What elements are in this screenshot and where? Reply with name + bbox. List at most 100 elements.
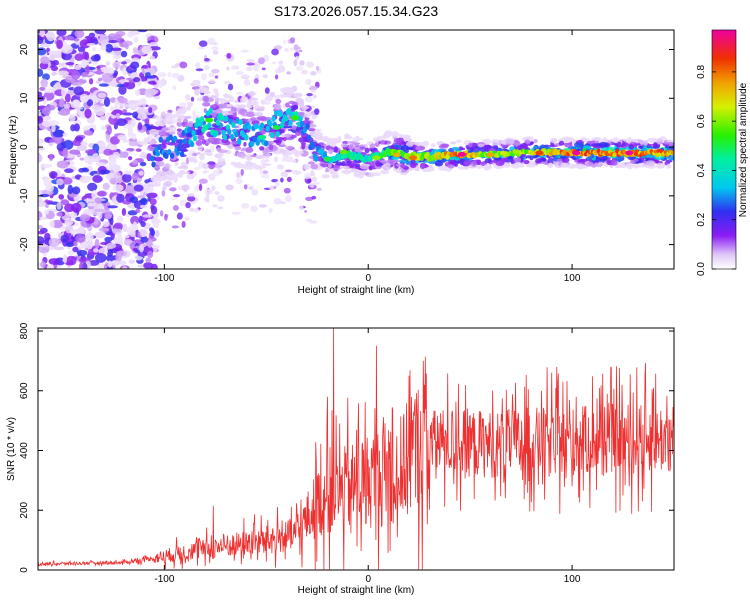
spectrogram-cell [233, 162, 239, 168]
spectrogram-cell [198, 148, 203, 152]
spectrogram-cell [313, 131, 324, 138]
spectrogram-cell [282, 125, 293, 129]
spectrogram-cell [493, 145, 499, 150]
spectrogram-cell [201, 73, 207, 81]
spectrogram-cell [70, 202, 82, 213]
spectrogram-cell [430, 143, 436, 147]
spectrogram-cell [174, 162, 179, 166]
spectrogram-cell [420, 141, 429, 148]
spectrogram-cell [86, 99, 94, 107]
spectrogram-cell [72, 139, 83, 146]
spectrogram-cell [240, 168, 244, 176]
spectrogram-cell [39, 43, 51, 48]
spectrogram-cell [133, 184, 144, 192]
snr-x-ticks: -100 0 100 [154, 328, 581, 585]
spectrogram-cell [137, 30, 148, 33]
spectrogram-cell [523, 159, 530, 165]
spectrogram-cell [155, 115, 163, 122]
spectrogram-cell [460, 147, 466, 151]
spectrogram-cell [236, 91, 244, 95]
snr-panel: -100 0 100 0 200 400 600 800 Height of straigh… [6, 322, 675, 596]
spectrogram-cell [375, 160, 380, 167]
snr-y-ticks: 0 200 400 600 800 [19, 322, 674, 573]
spectrogram-cell [245, 111, 256, 118]
spectrogram-cell [355, 163, 361, 168]
spectrogram-cell [253, 111, 264, 115]
spectrogram-cell [358, 170, 367, 174]
spectrogram-cell [278, 111, 283, 118]
spectrogram-cell [153, 84, 159, 89]
spectrogram-cell [172, 85, 177, 90]
spectrogram-cell [225, 124, 230, 131]
spectrogram-cell [543, 144, 550, 148]
spectrogram-cell [305, 113, 313, 117]
spectrogram-cell [231, 211, 241, 215]
spectrogram-cell [187, 127, 192, 134]
colorbar-tick-label: 0.2 [696, 212, 707, 226]
spectrogram-cell [185, 94, 191, 101]
spectrogram-cell [112, 49, 122, 60]
spectrogram-cell [258, 204, 268, 208]
spectrogram-cell [535, 158, 542, 164]
spectrogram-cell [264, 87, 270, 94]
spectrogram-cell [175, 149, 181, 156]
spectrogram-cell [215, 119, 220, 126]
spectrogram-cell [227, 83, 234, 91]
spectrogram-cell [567, 163, 576, 169]
spectrogram-cell [671, 157, 674, 161]
spectrogram-cell [97, 191, 107, 197]
spectrogram-cell [295, 55, 300, 61]
spectrogram-cell [487, 158, 492, 162]
spectrogram-cell [609, 138, 614, 142]
spectrogram-cell [91, 104, 101, 111]
spectrogram-cell [219, 114, 225, 121]
spectrogram-cell [172, 135, 178, 142]
spectrogram-cell [99, 34, 110, 45]
spectrogram-cell [598, 141, 608, 148]
spectrogram-cell [218, 169, 223, 174]
spectrogram-cell [483, 144, 492, 150]
spectrogram-cell [219, 98, 224, 104]
spectrogram-cell [155, 129, 162, 133]
spectrogram-cell [193, 167, 201, 170]
spectrogram-cell [390, 159, 400, 163]
spectrogram-cell [289, 37, 296, 44]
spectrogram-cell [173, 177, 178, 183]
spectrogram-cell [198, 178, 208, 184]
spectrogram-cell [636, 143, 641, 146]
spectrogram-cell [116, 193, 125, 203]
spectrogram-cell [104, 212, 113, 220]
spectrogram-cell [511, 163, 521, 169]
spectrogram-cell [670, 150, 674, 155]
spectrogram-cell [107, 260, 113, 268]
spectrogram-cell [73, 197, 80, 202]
spectrogram-cell [495, 160, 505, 167]
spectrogram-cell [87, 182, 98, 192]
spectrogram-cell [188, 207, 195, 212]
spectrogram-cell [185, 157, 190, 165]
spectrogram-cell [147, 192, 158, 199]
spectrogram-cell [310, 71, 317, 76]
spectrogram-cell [277, 66, 282, 73]
spectrogram-cell [161, 189, 166, 197]
spectrogram-cell [340, 143, 349, 148]
spectrogram-cell [285, 169, 292, 173]
spectrogram-cell [85, 149, 97, 155]
spectrogram-cell [246, 124, 252, 131]
spectrogram-cell [40, 163, 53, 168]
spectrogram-cell [245, 66, 253, 72]
spectrogram-cell [212, 204, 218, 208]
spectrogram-cell [150, 140, 158, 144]
spectrogram-cell [149, 55, 156, 60]
spectrogram-cell [130, 117, 136, 128]
spectrogram-cell [88, 259, 100, 266]
spectrogram-cell [558, 140, 565, 146]
spectrogram-cell [170, 173, 179, 178]
spectrogram-cell [666, 139, 674, 143]
spectrogram-cell [162, 119, 171, 124]
y-tick-label: 600 [19, 382, 30, 399]
spectrogram-cell [124, 170, 133, 175]
spectrogram-cell [161, 186, 167, 191]
spectrogram-cell [67, 184, 73, 195]
spectrogram-cell [89, 78, 94, 85]
